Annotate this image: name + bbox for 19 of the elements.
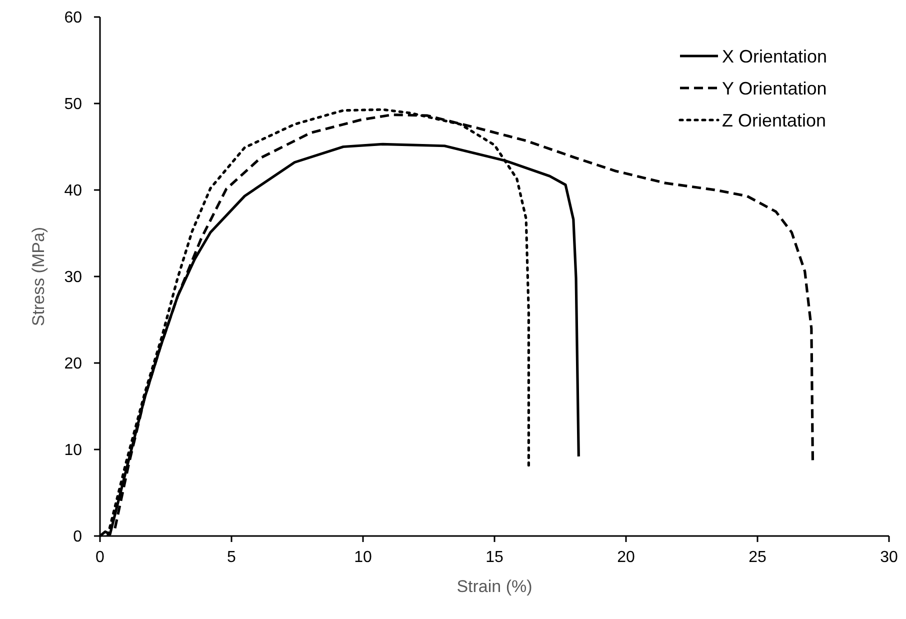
- y-axis-title: Stress (MPa): [29, 226, 48, 326]
- x-tick-label: 20: [617, 549, 635, 566]
- y-tick-label: 0: [73, 528, 82, 546]
- x-tick-label: 25: [748, 549, 766, 566]
- y-tick-label: 10: [64, 442, 82, 460]
- x-tick-label: 0: [96, 549, 105, 566]
- legend-label: X Orientation: [722, 46, 828, 66]
- legend-label: Y Orientation: [722, 78, 827, 98]
- x-tick-label: 30: [880, 549, 898, 566]
- y-tick-label: 30: [64, 269, 82, 286]
- x-axis-title: Strain (%): [456, 577, 532, 596]
- y-tick-label: 40: [64, 182, 82, 200]
- y-tick-label: 50: [64, 96, 82, 114]
- y-tick-label: 60: [64, 10, 82, 27]
- x-tick-label: 15: [486, 549, 504, 566]
- x-tick-label: 5: [227, 549, 236, 566]
- legend-label: Z Orientation: [722, 110, 826, 130]
- y-tick-label: 20: [64, 356, 82, 373]
- x-tick-label: 10: [354, 549, 372, 566]
